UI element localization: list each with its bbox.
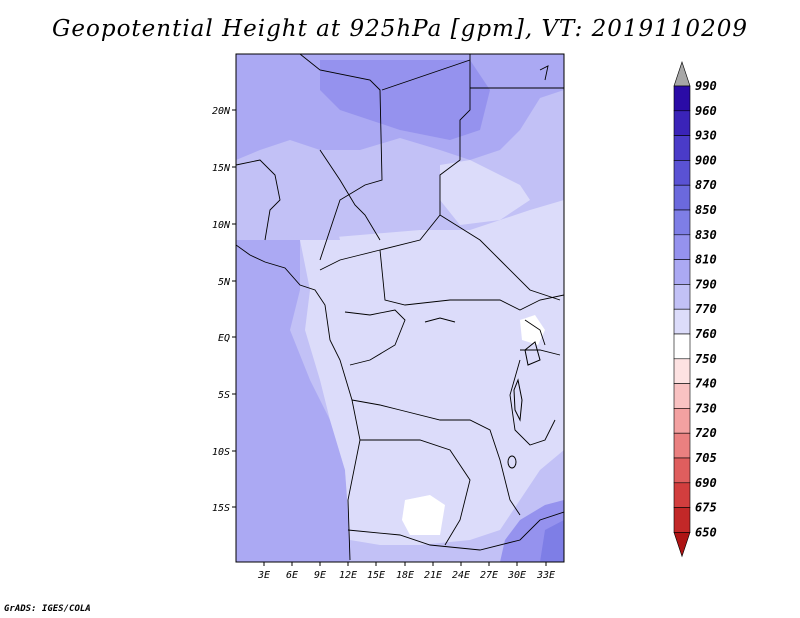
map-frame	[235, 53, 565, 563]
lon-label: 3E	[257, 570, 270, 581]
lon-label: 27E	[480, 570, 498, 581]
colorbar-swatch	[673, 259, 691, 285]
colorbar-label: 705	[695, 451, 717, 465]
colorbar-swatch	[673, 482, 691, 508]
colorbar-label: 830	[695, 228, 717, 242]
colorbar-label: 740	[695, 377, 717, 391]
contour-770-790-interior	[300, 200, 564, 545]
colorbar-swatch	[673, 432, 691, 459]
latitude-axis: 20N 15N 10N 5N EQ 5S 10S 15S	[212, 106, 236, 514]
lon-label: 24E	[452, 570, 470, 581]
colorbar-swatch	[673, 507, 691, 533]
colorbar-swatch	[673, 408, 691, 434]
lon-label: 9E	[314, 570, 326, 581]
colorbar-swatch	[673, 457, 691, 484]
lon-label: 30E	[507, 570, 526, 581]
colorbar-label: 730	[695, 401, 717, 415]
colorbar-label: 810	[695, 253, 717, 267]
colorbar-swatch	[673, 160, 691, 186]
country-borders	[236, 54, 564, 561]
contour-770-790-northeast	[440, 160, 530, 225]
contour-830-850-north	[320, 60, 490, 140]
colorbar-label: 870	[695, 178, 717, 192]
lakes	[424, 317, 541, 469]
lat-label: 5S	[218, 390, 230, 401]
colorbar-label: 720	[695, 426, 717, 440]
colorbar-swatch	[673, 234, 691, 260]
lat-label: 15S	[212, 503, 230, 514]
lon-label: 6E	[286, 570, 298, 581]
lat-label: 20N	[212, 106, 231, 117]
lat-label: EQ	[218, 333, 230, 344]
colorbar: 990 960 930 900 870 850 830 810 790 770 760 750 740 7…	[673, 61, 717, 558]
colorbar-label: 650	[695, 525, 717, 539]
colorbar-swatch	[673, 383, 691, 409]
colorbar-label: 675	[695, 501, 717, 515]
colorbar-label: 750	[695, 352, 717, 366]
colorbar-label: 690	[695, 476, 717, 490]
contour-760-770-east	[520, 315, 545, 345]
colorbar-swatch	[673, 135, 691, 161]
colorbar-swatch	[673, 308, 691, 335]
colorbar-label: 960	[695, 104, 717, 118]
lon-label: 18E	[396, 570, 414, 581]
lon-label: 12E	[339, 570, 357, 581]
lat-label: 10N	[212, 220, 231, 231]
colorbar-label: 790	[695, 277, 717, 291]
longitude-axis: 3E 6E 9E 12E 15E 18E 21E 24E 27E 30E 33E	[257, 562, 555, 581]
colorbar-label: 770	[695, 302, 717, 316]
colorbar-swatch	[673, 85, 691, 112]
credit-text: GrADS: IGES/COLA	[4, 604, 91, 614]
lon-label: 15E	[367, 570, 385, 581]
colorbar-swatch	[673, 358, 691, 384]
lon-label: 21E	[424, 570, 442, 581]
colorbar-label: 850	[695, 203, 717, 217]
colorbar-label: 760	[695, 327, 717, 341]
chart-title: Geopotential Height at 925hPa [gpm], VT:…	[52, 16, 748, 42]
colorbar-swatch	[673, 333, 691, 360]
lat-label: 10S	[212, 447, 230, 458]
colorbar-swatch	[673, 284, 691, 310]
colorbar-label: 930	[695, 129, 717, 143]
lat-label: 5N	[218, 277, 231, 288]
lon-label: 33E	[536, 570, 555, 581]
contour-fill	[236, 54, 564, 562]
colorbar-swatch	[673, 110, 691, 136]
lat-label: 15N	[212, 163, 231, 174]
colorbar-swatch	[673, 184, 691, 211]
colorbar-arrow-top	[673, 61, 691, 87]
colorbar-label: 990	[695, 79, 717, 93]
contour-760-770-south	[402, 495, 445, 535]
colorbar-swatch	[673, 532, 691, 558]
contour-810-830-west	[236, 240, 350, 562]
colorbar-label: 900	[695, 153, 717, 167]
colorbar-swatch	[673, 209, 691, 236]
